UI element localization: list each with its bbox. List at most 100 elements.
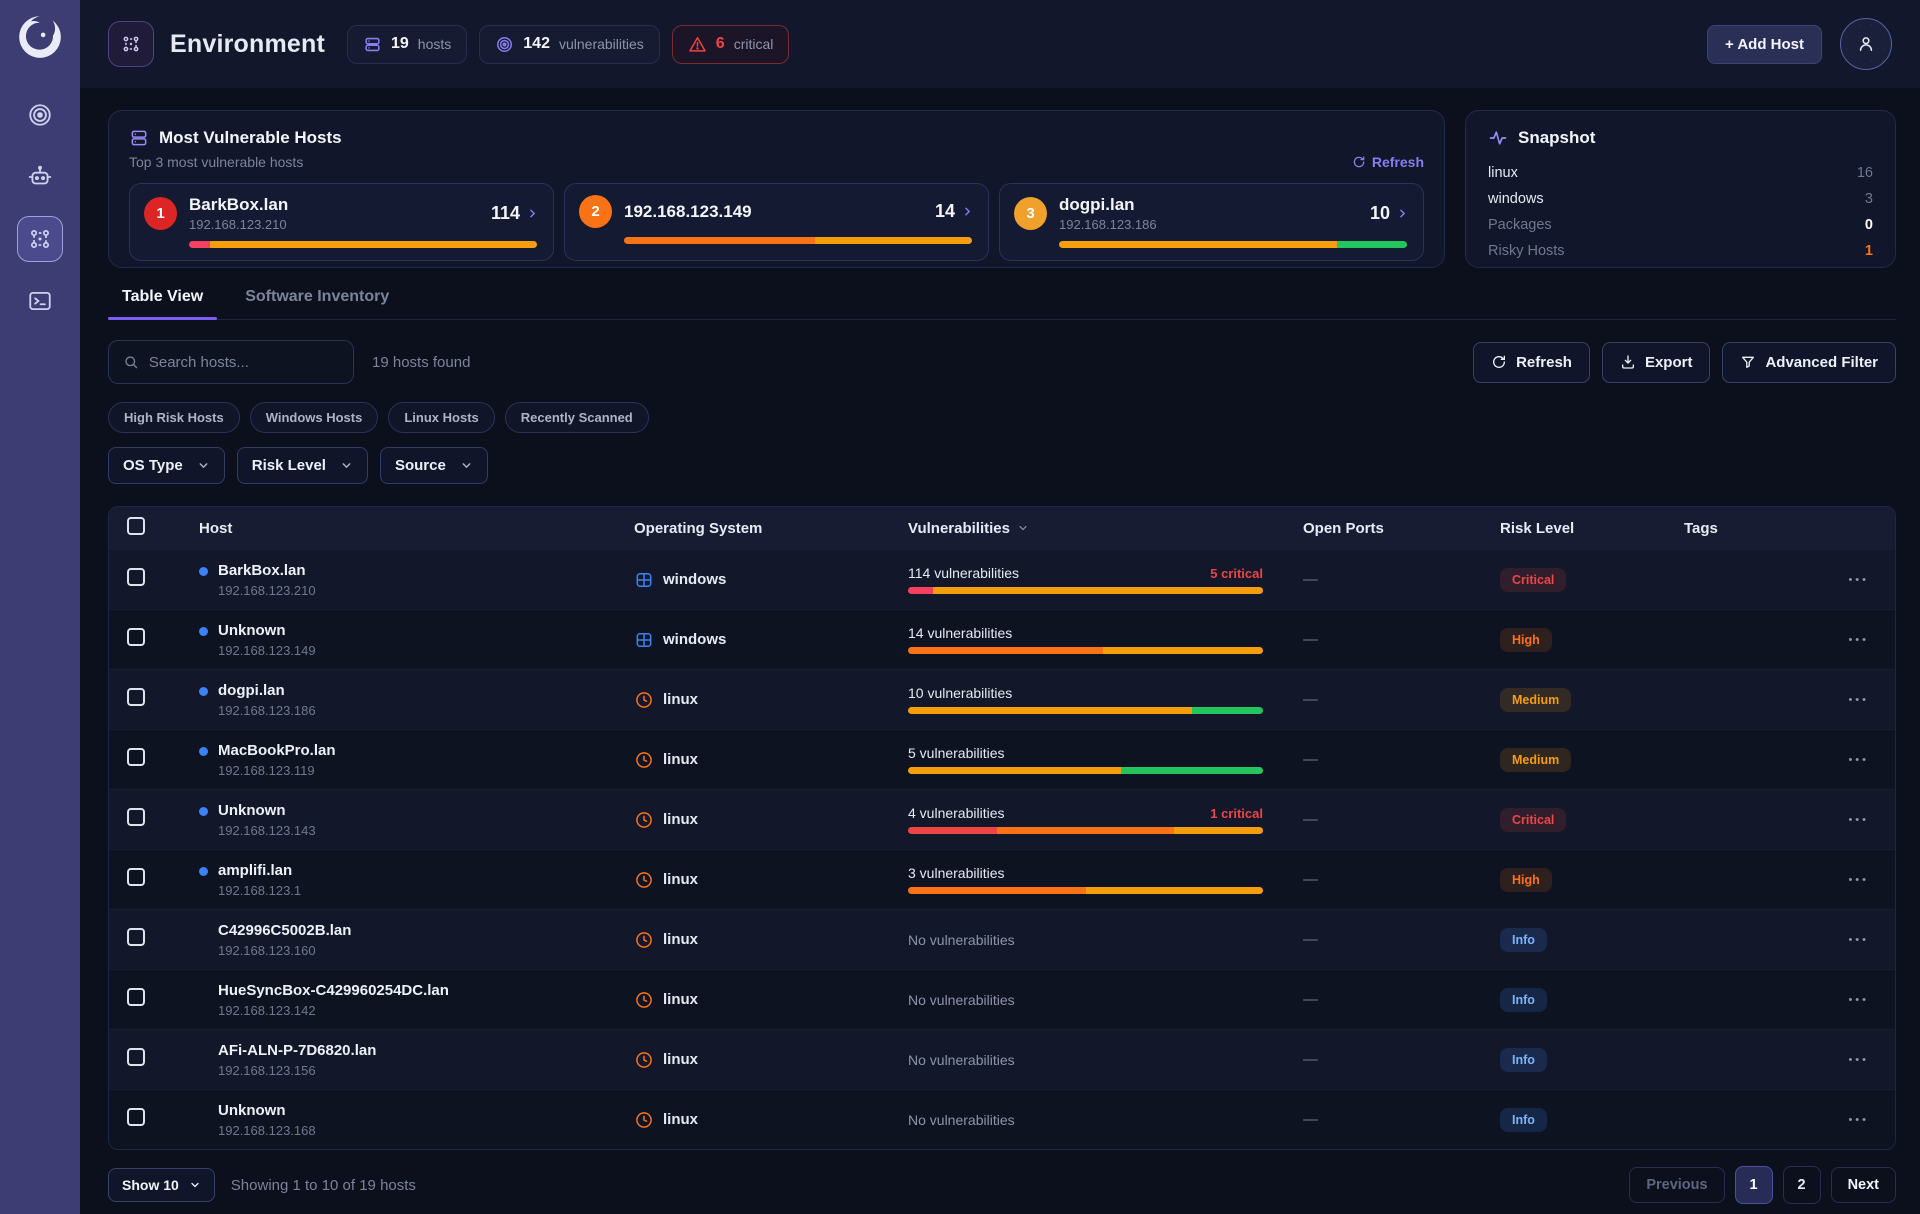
vulnerabilities-cell: 14 vulnerabilities	[908, 625, 1303, 654]
row-checkbox[interactable]	[127, 1048, 145, 1066]
row-actions-menu[interactable]: •••	[1848, 573, 1869, 586]
vulnerabilities-line: No vulnerabilities	[908, 932, 1263, 948]
search-input[interactable]	[148, 353, 339, 371]
vulnerabilities-text: 3 vulnerabilities	[908, 865, 1005, 881]
table-row[interactable]: dogpi.lan 192.168.123.186 linux 10 vulne…	[109, 669, 1895, 729]
quick-filter-chip[interactable]: Recently Scanned	[504, 402, 649, 433]
host-name: AFi-ALN-P-7D6820.lan	[218, 1041, 377, 1059]
toolbar-button[interactable]: Export	[1601, 341, 1711, 383]
row-checkbox[interactable]	[127, 928, 145, 946]
table-row[interactable]: AFi-ALN-P-7D6820.lan 192.168.123.156 lin…	[109, 1029, 1895, 1089]
panel-refresh-link[interactable]: Refresh	[1352, 154, 1424, 170]
toolbar-button[interactable]: Advanced Filter	[1722, 341, 1896, 383]
toolbar-button-label: Advanced Filter	[1765, 353, 1878, 371]
vulnerable-host-card[interactable]: 3 dogpi.lan 192.168.123.186 10	[999, 183, 1424, 261]
os-cell: linux	[634, 750, 908, 770]
host-cell: HueSyncBox-C429960254DC.lan 192.168.123.…	[199, 982, 634, 1018]
table-column-header[interactable]: Vulnerabilities	[908, 520, 1303, 537]
open-ports-cell: —	[1303, 691, 1318, 708]
table-column-header[interactable]: Risk Level	[1500, 520, 1684, 537]
sidebar-item-radar[interactable]	[17, 92, 63, 138]
row-checkbox[interactable]	[127, 568, 145, 586]
sidebar-item-agents[interactable]	[17, 154, 63, 200]
vulnerabilities-text: 5 vulnerabilities	[908, 745, 1005, 761]
risk-level-badge: Medium	[1500, 747, 1572, 772]
table-row[interactable]: BarkBox.lan 192.168.123.210 windows 114 …	[109, 549, 1895, 609]
table-column-label: Host	[199, 519, 233, 537]
filter-select[interactable]: Risk Level	[236, 447, 368, 484]
sidebar-item-terminal[interactable]	[17, 278, 63, 324]
vulnerable-host-meta: 192.168.123.149	[624, 202, 752, 222]
row-actions-menu[interactable]: •••	[1848, 813, 1869, 826]
row-actions-menu[interactable]: •••	[1848, 633, 1869, 646]
risk-level-badge: Critical	[1500, 567, 1567, 592]
host-name: Unknown	[218, 801, 286, 819]
sidebar-item-environment[interactable]	[17, 216, 63, 262]
snapshot-value: 0	[1864, 217, 1873, 233]
view-tab[interactable]: Table View	[108, 288, 218, 320]
row-checkbox[interactable]	[127, 1108, 145, 1126]
page-number-button[interactable]: 2	[1782, 1166, 1821, 1204]
chevron-right-icon	[530, 209, 536, 218]
host-name: dogpi.lan	[218, 681, 285, 699]
vulnerable-host-card[interactable]: 2 192.168.123.149 14	[564, 183, 989, 261]
server-icon	[131, 130, 147, 146]
avatar[interactable]	[1840, 18, 1892, 70]
row-checkbox[interactable]	[127, 868, 145, 886]
toolbar-button-label: Export	[1644, 353, 1693, 371]
row-actions-menu[interactable]: •••	[1848, 753, 1869, 766]
risk-level-cell: High	[1500, 867, 1684, 892]
quick-filter-chip[interactable]: Windows Hosts	[249, 402, 379, 433]
vulnerable-host-card[interactable]: 1 BarkBox.lan 192.168.123.210 114	[129, 183, 554, 261]
quick-filter-chip[interactable]: High Risk Hosts	[108, 402, 240, 433]
table-column-header[interactable]: Tags	[1684, 520, 1804, 537]
row-actions-menu[interactable]: •••	[1848, 693, 1869, 706]
vulnerabilities-text: No vulnerabilities	[908, 991, 1015, 1008]
table-row[interactable]: HueSyncBox-C429960254DC.lan 192.168.123.…	[109, 969, 1895, 1029]
row-actions-menu[interactable]: •••	[1848, 933, 1869, 946]
row-checkbox[interactable]	[127, 688, 145, 706]
previous-page-button[interactable]: Previous	[1629, 1167, 1725, 1203]
bar-segment	[1337, 241, 1407, 248]
table-row[interactable]: Unknown 192.168.123.168 linux No vulnera…	[109, 1089, 1895, 1149]
row-actions-menu[interactable]: •••	[1848, 993, 1869, 1006]
row-checkbox[interactable]	[127, 628, 145, 646]
row-checkbox[interactable]	[127, 808, 145, 826]
add-host-button[interactable]: + Add Host	[1706, 24, 1822, 64]
table-row[interactable]: MacBookPro.lan 192.168.123.119 linux 5 v…	[109, 729, 1895, 789]
select-all-checkbox[interactable]	[127, 517, 145, 535]
risk-level-badge: High	[1500, 627, 1552, 652]
row-checkbox[interactable]	[127, 988, 145, 1006]
table-column-header[interactable]: Open Ports	[1303, 520, 1500, 537]
host-ip: 192.168.123.168	[218, 1122, 316, 1138]
table-row[interactable]: Unknown 192.168.123.143 linux 4 vulnerab…	[109, 789, 1895, 849]
page-size-select[interactable]: Show 10	[108, 1168, 215, 1202]
row-actions-menu[interactable]: •••	[1848, 1053, 1869, 1066]
table-row[interactable]: amplifi.lan 192.168.123.1 linux 3 vulner…	[109, 849, 1895, 909]
risk-level-badge: Medium	[1500, 687, 1572, 712]
table-column-header[interactable]: Operating System	[634, 520, 908, 537]
bar-segment	[908, 707, 1192, 714]
risk-level-cell: Info	[1500, 927, 1684, 952]
toolbar-button[interactable]: Refresh	[1473, 341, 1590, 383]
filter-select[interactable]: Source	[379, 447, 488, 484]
table-column-header[interactable]: Host	[199, 520, 634, 537]
table-row[interactable]: Unknown 192.168.123.149 windows 14 vulne…	[109, 609, 1895, 669]
severity-bar	[1059, 241, 1407, 248]
row-checkbox[interactable]	[127, 748, 145, 766]
bar-segment	[1174, 827, 1263, 834]
next-page-button[interactable]: Next	[1830, 1167, 1896, 1203]
online-status-dot	[199, 746, 208, 756]
table-row[interactable]: C42996C5002B.lan 192.168.123.160 linux N…	[109, 909, 1895, 969]
table-column-label: Operating System	[634, 519, 763, 537]
linux-os-icon	[634, 750, 654, 770]
online-status-dot	[199, 866, 208, 876]
page-number-button[interactable]: 1	[1734, 1166, 1773, 1204]
row-actions-menu[interactable]: •••	[1848, 873, 1869, 886]
quick-filter-chip[interactable]: Linux Hosts	[388, 402, 495, 433]
filter-select[interactable]: OS Type	[108, 447, 225, 484]
view-tab[interactable]: Software Inventory	[245, 288, 390, 305]
app-logo[interactable]	[13, 10, 67, 64]
vulnerabilities-cell: 10 vulnerabilities	[908, 685, 1303, 714]
row-actions-menu[interactable]: •••	[1848, 1113, 1869, 1126]
